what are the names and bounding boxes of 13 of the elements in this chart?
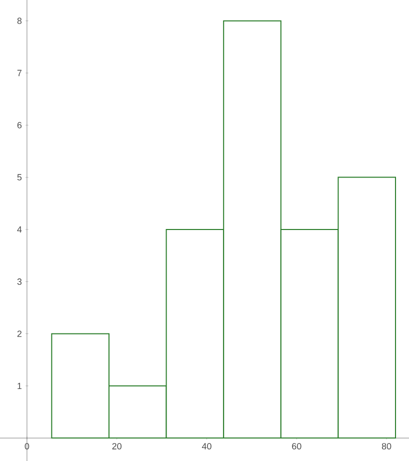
x-tick-label: 80 [382, 443, 392, 450]
y-tick-label: 4 [17, 226, 22, 233]
y-tick-label: 6 [17, 122, 22, 128]
y-tick-label: 7 [17, 70, 22, 76]
y-tick-label: 8 [17, 18, 22, 24]
x-tick-label: 40 [202, 443, 212, 450]
x-tick-label: 60 [292, 443, 302, 450]
y-tick-label: 2 [17, 330, 22, 337]
x-tick-label: 0 [24, 443, 30, 450]
y-tick-label: 5 [17, 174, 22, 180]
y-tick-label: 1 [18, 382, 22, 389]
y-tick-label: 3 [17, 278, 22, 285]
x-tick-label: 20 [112, 443, 122, 450]
